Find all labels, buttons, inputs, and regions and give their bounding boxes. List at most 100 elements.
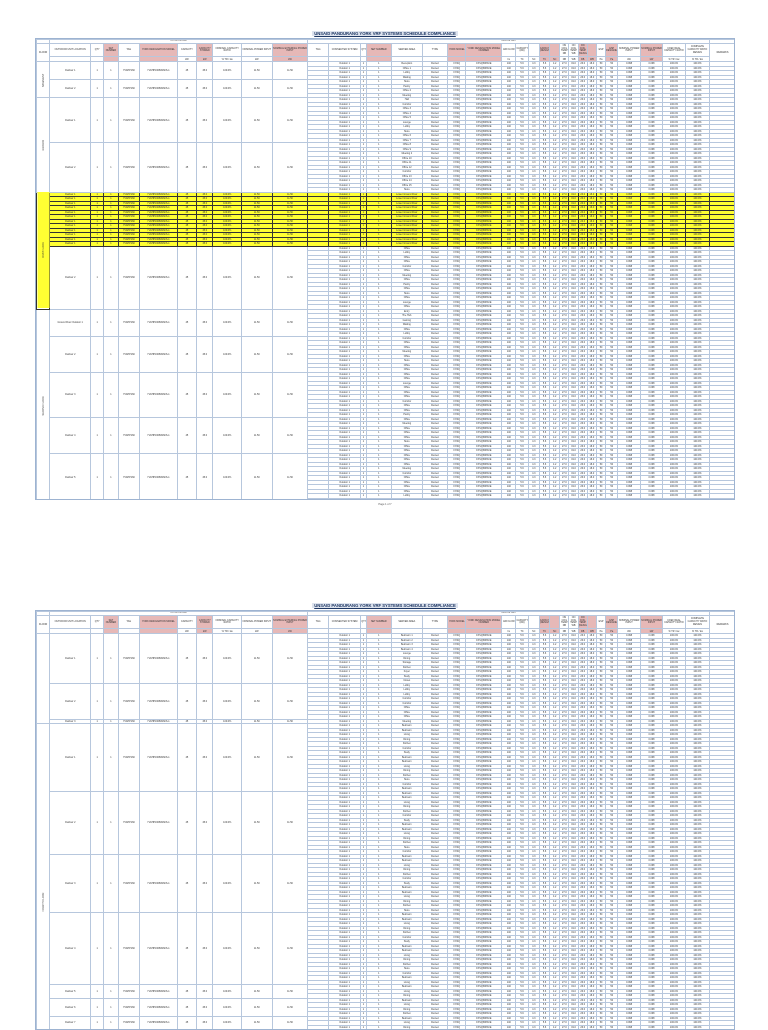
indoor-col-header: CONNECTED SYSTEM (328, 616, 361, 629)
indoor-unit-cell: Ducted (422, 498, 448, 500)
outdoor-col-header: CAPACITY STORED (197, 616, 213, 629)
indoor-col-header: ESP (596, 44, 605, 57)
outdoor-unit-cell: 1 (91, 683, 104, 719)
outdoor-col-header: TAG (118, 44, 139, 57)
outdoor-unit-cell: 11.50 (272, 417, 308, 453)
indoor-col-header (587, 616, 596, 629)
outdoor-unit-cell: 11.50 (242, 336, 273, 372)
indoor-unit-cell: 26.0 (578, 498, 587, 500)
indoor-col-header: AIR FLOW (502, 616, 516, 629)
indoor-col-header: NOMINAL POWER INPUT (618, 44, 640, 57)
outdoor-col-header: CAPACITY (177, 44, 196, 57)
indoor-unit-cell (308, 498, 328, 500)
outdoor-unit-cell: YVAHP160 (118, 854, 139, 913)
outdoor-unit-cell: YVAHP160 (118, 634, 139, 684)
indoor-col-header: SET NUMBER (366, 44, 392, 57)
indoor-unit-cell: 50 (606, 498, 618, 500)
remarks-header: REMARKS (710, 616, 735, 634)
outdoor-unit-cell: 11.50 (272, 854, 308, 913)
indoor-col-header: TAG (308, 616, 328, 629)
floor-label: BASEMENT (37, 62, 50, 98)
outdoor-unit-cell: YVAHP160B31M/S-1 (140, 143, 178, 193)
outdoor-unit-cell: 45.0 (197, 80, 213, 98)
outdoor-unit-cell: Outdoor 2 (50, 791, 91, 854)
indoor-col-header (587, 44, 596, 57)
outdoor-unit-cell: 45.0 (197, 417, 213, 453)
outdoor-unit-cell: 45 (177, 80, 196, 98)
outdoor-unit-cell: 1 (91, 453, 104, 500)
outdoor-unit-cell: 11.50 (272, 309, 308, 336)
outdoor-unit-cell: Outdoor 2 (50, 143, 91, 193)
outdoor-unit-cell: 100.0% (213, 634, 242, 684)
outdoor-unit-cell: 45 (177, 372, 196, 417)
outdoor-col-header: OUTDOOR UNIT LOCATION (50, 44, 91, 57)
indoor-col-header: TAG (308, 44, 328, 57)
outdoor-unit-cell: Outdoor 2 (50, 336, 91, 372)
outdoor-unit-cell: YVAHP160B31M/S-1 (140, 634, 178, 684)
outdoor-unit-cell: 11.50 (242, 791, 273, 854)
outdoor-unit-cell: YVAHP160B31M/S-1 (140, 724, 178, 792)
outdoor-unit-cell: 1 (104, 309, 118, 336)
outdoor-unit-cell: 45.0 (197, 62, 213, 80)
outdoor-unit-cell: 100.0% (213, 336, 242, 372)
outdoor-unit-cell: 45.0 (197, 143, 213, 193)
indoor-unit-cell: FXSQ (448, 498, 466, 500)
outdoor-unit-cell: 11.50 (242, 80, 273, 98)
indoor-col-header: SERVED AREA (392, 44, 423, 57)
outdoor-unit-cell: YVAHP160B31M/S-1 (140, 683, 178, 719)
indoor-col-header: ON COIL TEMP WB (569, 44, 578, 57)
outdoor-unit-cell: 100.0% (213, 309, 242, 336)
indoor-unit-cell: 0.098 (640, 498, 662, 500)
indoor-col-header: TYPE (422, 616, 448, 629)
outdoor-unit-cell: 11.50 (242, 143, 273, 193)
outdoor-unit-cell: 11.50 (272, 62, 308, 80)
outdoor-col-header: QTY (91, 616, 104, 629)
outdoor-unit-cell: 11.50 (242, 98, 273, 143)
outdoor-unit-cell: 45 (177, 143, 196, 193)
outdoor-unit-cell: 11.50 (272, 683, 308, 719)
outdoor-unit-cell: 45.0 (197, 98, 213, 143)
outdoor-unit-cell: 1 (104, 417, 118, 453)
outdoor-unit-cell: YVAHP160 (118, 62, 139, 80)
outdoor-col-header: CAPACITY (177, 616, 196, 629)
outdoor-unit-cell: 1 (91, 791, 104, 854)
outdoor-unit-cell: 100.0% (213, 98, 242, 143)
outdoor-col-header: NOMINAL EXTERNAL POWER INPUT (272, 44, 308, 57)
outdoor-unit-cell: 45 (177, 453, 196, 500)
outdoor-unit-cell: 11.50 (242, 634, 273, 684)
outdoor-unit-cell: YVAHP160 (118, 98, 139, 143)
outdoor-unit-cell: 45 (177, 336, 196, 372)
outdoor-unit-cell: 45 (177, 98, 196, 143)
outdoor-unit-cell: 100.0% (213, 453, 242, 500)
outdoor-col-header: TAG (118, 616, 139, 629)
outdoor-unit-cell: YVAHP160B31M/S-1 (140, 417, 178, 453)
outdoor-unit-cell: 45 (177, 683, 196, 719)
outdoor-unit-cell: YVAHP160 (118, 309, 139, 336)
indoor-unit-cell: 19.0 (569, 498, 578, 500)
outdoor-unit-cell: Outdoor 2 (50, 80, 91, 98)
floor-label: SECOND FLOOR (37, 309, 50, 500)
outdoor-unit-cell: YVAHP160 (118, 143, 139, 193)
outdoor-unit-cell: 1 (104, 62, 118, 80)
outdoor-unit-cell: 11.50 (242, 854, 273, 913)
outdoor-unit-cell: 45 (177, 62, 196, 80)
outdoor-col-header: NOMINAL CAPACITY RATIO (213, 44, 242, 57)
outdoor-unit-cell: 1 (104, 98, 118, 143)
outdoor-unit-cell: 11.50 (242, 724, 273, 792)
indoor-unit-cell: 4.2 (550, 498, 560, 500)
outdoor-unit-cell: YVAHP160 (118, 336, 139, 372)
outdoor-unit-cell: YVAHP160B31M/S-1 (140, 246, 178, 309)
outdoor-unit-cell: 100.0% (213, 417, 242, 453)
indoor-col-header: CONNECTED SYSTEM (328, 44, 361, 57)
outdoor-unit-cell: 1 (104, 143, 118, 193)
outdoor-unit-cell: 1 (91, 854, 104, 913)
indoor-unit-cell: 140 (502, 498, 516, 500)
document-title: UNSAID PANDURANG YORK VRF SYSTEMS SCHEDU… (35, 31, 735, 37)
outdoor-col-header: NOMINAL EXTERNAL POWER INPUT (272, 616, 308, 629)
outdoor-unit-cell: 11.50 (242, 453, 273, 500)
floor-label: GROUND (37, 98, 50, 193)
outdoor-col-header: NOMINAL CAPACITY RATIO (213, 616, 242, 629)
outdoor-unit-cell: 1 (91, 309, 104, 336)
outdoor-unit-cell: 45 (177, 791, 196, 854)
